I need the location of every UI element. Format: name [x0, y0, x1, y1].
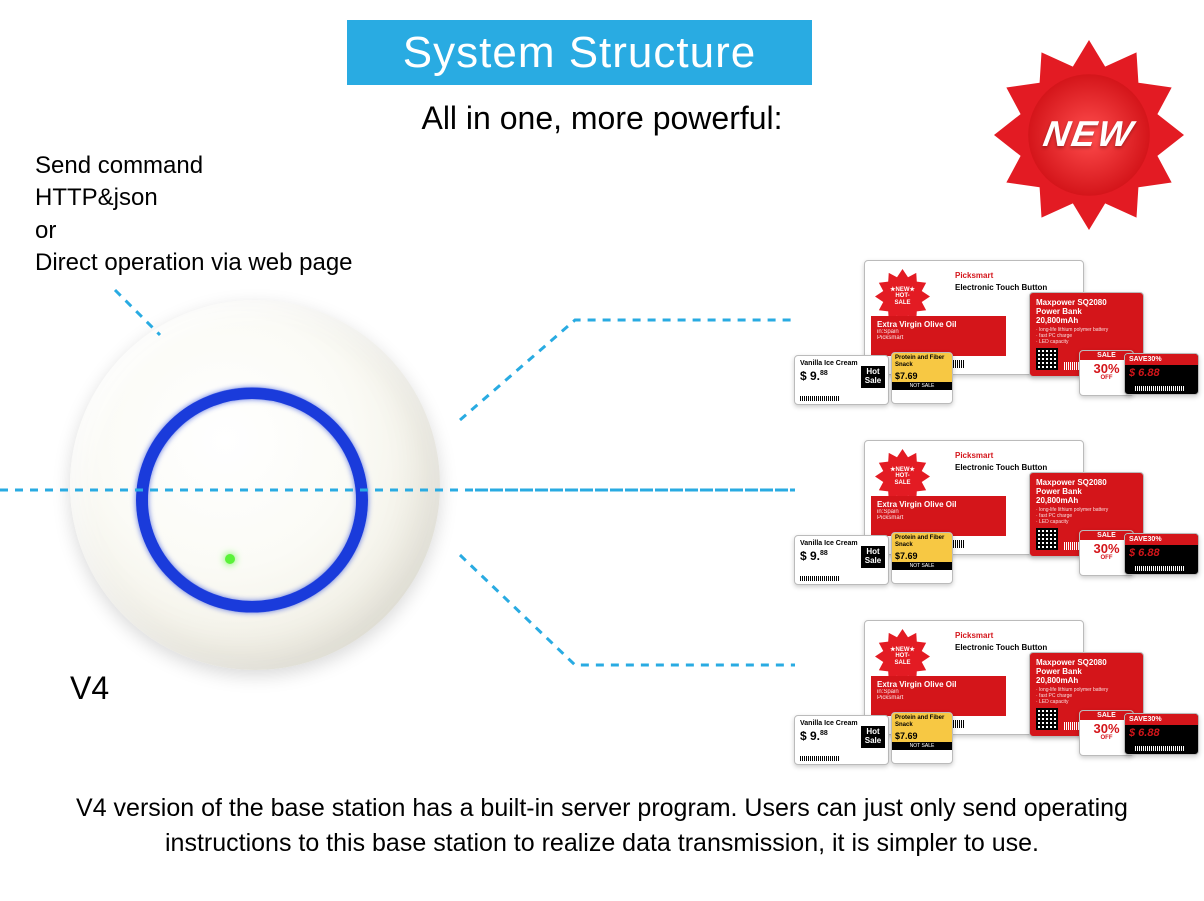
protein-l1: Protein and Fiber	[895, 535, 944, 541]
protein-l1: Protein and Fiber	[895, 355, 944, 361]
barcode-icon	[1135, 566, 1185, 571]
save-price: $ 6.88	[1125, 545, 1198, 561]
hot-sale-badge: HotSale	[861, 546, 885, 568]
olive-title: Extra Virgin Olive Oil	[877, 680, 1000, 689]
device-version-label: V4	[70, 670, 109, 707]
max-l3: 20,800mAh	[1036, 676, 1137, 685]
brand-label: Picksmart	[955, 631, 993, 640]
esl-tag-vanilla: Vanilla Ice Cream $ 9.88 HotSale	[794, 535, 889, 585]
hotsale-label: HOT-SALE	[894, 653, 910, 666]
esl-tag-protein: Protein and Fiber Snack $7.69 NOT SALE	[891, 712, 953, 764]
qr-icon	[1036, 528, 1058, 550]
cmd-line4: Direct operation via web page	[35, 247, 353, 279]
hotsale-new: ★NEW★	[890, 287, 915, 293]
protein-notsale: NOT SALE	[892, 562, 952, 570]
hot-sale-badge: HotSale	[861, 366, 885, 388]
cmd-line1: Send command	[35, 150, 353, 182]
burst-label: NEW	[1040, 113, 1137, 155]
esl-cluster-3: ★NEW★ HOT-SALE Picksmart Electronic Touc…	[794, 620, 1184, 775]
olive-brand: Picksmart	[877, 515, 1000, 521]
esl-tag-protein: Protein and Fiber Snack $7.69 NOT SALE	[891, 532, 953, 584]
hotsale-new: ★NEW★	[890, 647, 915, 653]
hotsale-new: ★NEW★	[890, 467, 915, 473]
base-station-device	[70, 300, 440, 670]
olive-strip: Extra Virgin Olive Oil in:Spain Picksmar…	[871, 316, 1006, 356]
barcode-icon	[800, 576, 840, 581]
olive-strip: Extra Virgin Olive Oil in:Spain Picksmar…	[871, 676, 1006, 716]
device-led-ring	[136, 387, 368, 612]
brand-label: Picksmart	[955, 451, 993, 460]
protein-price: $7.69	[892, 370, 952, 382]
barcode-icon	[1135, 746, 1185, 751]
save-head: SAVE30%	[1125, 714, 1198, 725]
protein-price: $7.69	[892, 730, 952, 742]
title-bar: System Structure	[347, 20, 812, 85]
save-head: SAVE30%	[1125, 534, 1198, 545]
olive-strip: Extra Virgin Olive Oil in:Spain Picksmar…	[871, 496, 1006, 536]
qr-icon	[1036, 708, 1058, 730]
max-l3: 20,800mAh	[1036, 496, 1137, 505]
max-l1: Maxpower SQ2080	[1036, 298, 1137, 307]
cmd-line2: HTTP&json	[35, 182, 353, 214]
max-l1: Maxpower SQ2080	[1036, 478, 1137, 487]
hot-sale-badge: HotSale	[861, 726, 885, 748]
esl-tag-save: SAVE30% $ 6.88	[1124, 713, 1199, 755]
protein-price: $7.69	[892, 550, 952, 562]
etb-label: Electronic Touch Button	[955, 643, 1047, 652]
esl-tag-save: SAVE30% $ 6.88	[1124, 533, 1199, 575]
brand-label: Picksmart	[955, 271, 993, 280]
esl-tag-vanilla: Vanilla Ice Cream $ 9.88 HotSale	[794, 715, 889, 765]
max-l2: Power Bank	[1036, 307, 1137, 316]
protein-l2: Snack	[895, 722, 913, 728]
esl-tag-vanilla: Vanilla Ice Cream $ 9.88 HotSale	[794, 355, 889, 405]
protein-l1: Protein and Fiber	[895, 715, 944, 721]
new-burst: NEW	[994, 40, 1184, 230]
etb-label: Electronic Touch Button	[955, 463, 1047, 472]
olive-brand: Picksmart	[877, 695, 1000, 701]
protein-notsale: NOT SALE	[892, 382, 952, 390]
max-l3: 20,800mAh	[1036, 316, 1137, 325]
max-detail: · long-life lithium polymer battery· fas…	[1036, 327, 1137, 345]
barcode-icon	[800, 756, 840, 761]
max-l2: Power Bank	[1036, 487, 1137, 496]
protein-notsale: NOT SALE	[892, 742, 952, 750]
save-price: $ 6.88	[1125, 365, 1198, 381]
esl-tag-protein: Protein and Fiber Snack $7.69 NOT SALE	[891, 352, 953, 404]
protein-l2: Snack	[895, 362, 913, 368]
barcode-icon	[800, 396, 840, 401]
esl-cluster-1: ★NEW★ HOT-SALE Picksmart Electronic Touc…	[794, 260, 1184, 415]
olive-title: Extra Virgin Olive Oil	[877, 320, 1000, 329]
max-l2: Power Bank	[1036, 667, 1137, 676]
olive-title: Extra Virgin Olive Oil	[877, 500, 1000, 509]
hotsale-label: HOT-SALE	[894, 293, 910, 306]
etb-label: Electronic Touch Button	[955, 283, 1047, 292]
protein-l2: Snack	[895, 542, 913, 548]
save-price: $ 6.88	[1125, 725, 1198, 741]
max-detail: · long-life lithium polymer battery· fas…	[1036, 687, 1137, 705]
esl-tag-save: SAVE30% $ 6.88	[1124, 353, 1199, 395]
esl-cluster-2: ★NEW★ HOT-SALE Picksmart Electronic Touc…	[794, 440, 1184, 595]
device-status-led	[225, 554, 235, 564]
description-text: V4 version of the base station has a bui…	[60, 791, 1144, 861]
hotsale-label: HOT-SALE	[894, 473, 910, 486]
max-detail: · long-life lithium polymer battery· fas…	[1036, 507, 1137, 525]
max-l1: Maxpower SQ2080	[1036, 658, 1137, 667]
olive-brand: Picksmart	[877, 335, 1000, 341]
qr-icon	[1036, 348, 1058, 370]
cmd-line3: or	[35, 215, 353, 247]
command-text: Send command HTTP&json or Direct operati…	[35, 150, 353, 280]
barcode-icon	[1135, 386, 1185, 391]
save-head: SAVE30%	[1125, 354, 1198, 365]
